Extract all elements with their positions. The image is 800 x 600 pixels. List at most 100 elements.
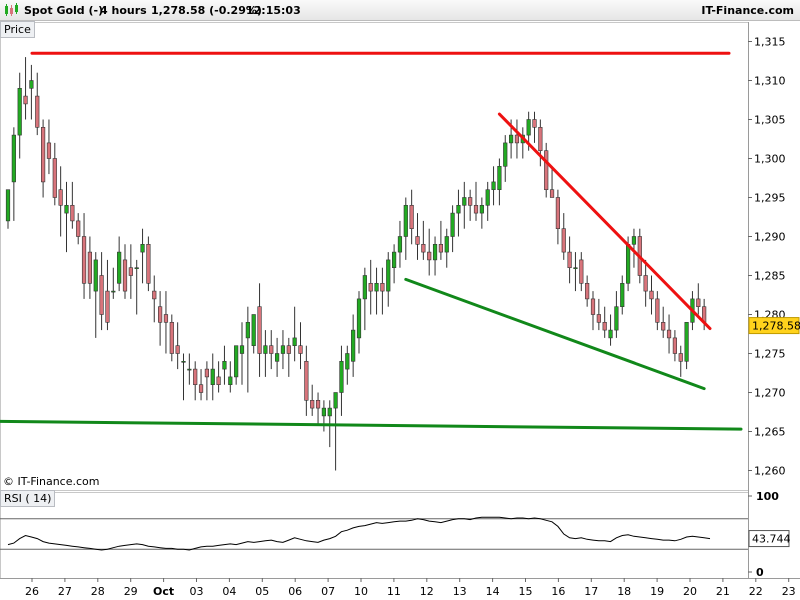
candle [315,392,321,424]
candle-body [105,290,110,323]
price-panel-label: Price [0,21,35,38]
candle-body [544,150,549,190]
candle [538,119,543,167]
candle-body [87,251,92,284]
candle [175,322,180,370]
candle-body [111,290,116,293]
candle [117,236,122,292]
candle-body [216,376,221,385]
candle [532,111,537,143]
candle [292,306,297,362]
candle [666,314,672,354]
candle [380,267,385,315]
candle-body [99,275,104,315]
candle [245,306,250,393]
y-tick-label: 1,285 [754,270,786,283]
candle-body [631,236,637,245]
candle-body [128,267,133,276]
copyright-text: © IT-Finance.com [3,475,100,488]
candle-body [286,345,291,354]
candle-body [239,345,245,354]
candle [128,244,133,299]
x-tick-label: 06 [288,585,302,598]
rsi-line [7,516,711,551]
candle [181,353,186,401]
candle-body [175,345,180,354]
timeframe-label: 4 hours [100,4,147,17]
candle-body [187,368,192,371]
candle [397,220,403,268]
candle-body [608,329,613,339]
candle-body [585,282,590,300]
x-tick-label: 03 [190,585,204,598]
candle-body [58,189,63,206]
candle [456,189,461,237]
candle [485,181,490,221]
candle [35,72,40,136]
x-tick-label: 13 [453,585,467,598]
candle [239,322,245,385]
candle-body [549,189,555,198]
x-tick-label: 04 [222,585,236,598]
candle-body [421,244,426,253]
candle-body [590,298,596,315]
candle [158,291,163,346]
candle [649,275,654,315]
x-tick-label: 15 [519,585,533,598]
candle [269,330,274,370]
candle-body [333,392,338,409]
y-tick-label: 1,260 [754,465,786,478]
candle [672,330,677,362]
candle [17,72,22,159]
y-tick-label: 1,290 [754,231,786,244]
x-tick-label: 28 [91,585,105,598]
candle [473,181,479,221]
candle-body [193,368,198,386]
candle-body [538,127,543,152]
candle [122,244,128,299]
candle [684,321,689,370]
candle-body [397,236,403,253]
candle [140,228,145,284]
candle-body [508,134,514,144]
candle-body [485,189,490,206]
y-tick-label: 1,265 [754,426,786,439]
rsi-panel-label: RSI ( 14) [0,490,56,507]
time-label: 12:15:03 [246,4,301,17]
candle-body [17,88,22,136]
candle-body [234,345,239,378]
candle [514,119,520,159]
y-tick-label: 1,315 [754,36,786,49]
candle-body [409,205,414,230]
candle-body [40,127,46,183]
candle-body [228,376,233,385]
candle [351,314,356,377]
candle-body [473,205,479,214]
candle-body [11,134,16,183]
candle-body [315,399,321,409]
candle-body [666,329,672,339]
x-tick-label: 26 [25,585,39,598]
candle [23,57,28,120]
candle-body [567,251,572,269]
candle [222,345,227,385]
candle-body [146,244,151,284]
candle [29,64,34,120]
candle [614,291,619,338]
candle-body [251,314,256,347]
candle [450,205,455,253]
candle [310,384,315,416]
candle [602,306,607,338]
candle [409,189,414,245]
site-name: IT-Finance.com [701,4,794,17]
candle [5,189,11,229]
candle [362,267,367,331]
candle-body [427,251,432,261]
candle [163,291,169,354]
instrument-name: Spot Gold (-) [24,4,104,17]
candle-body [362,275,367,300]
candle [479,197,484,229]
candle [579,252,584,292]
candle [462,181,467,229]
